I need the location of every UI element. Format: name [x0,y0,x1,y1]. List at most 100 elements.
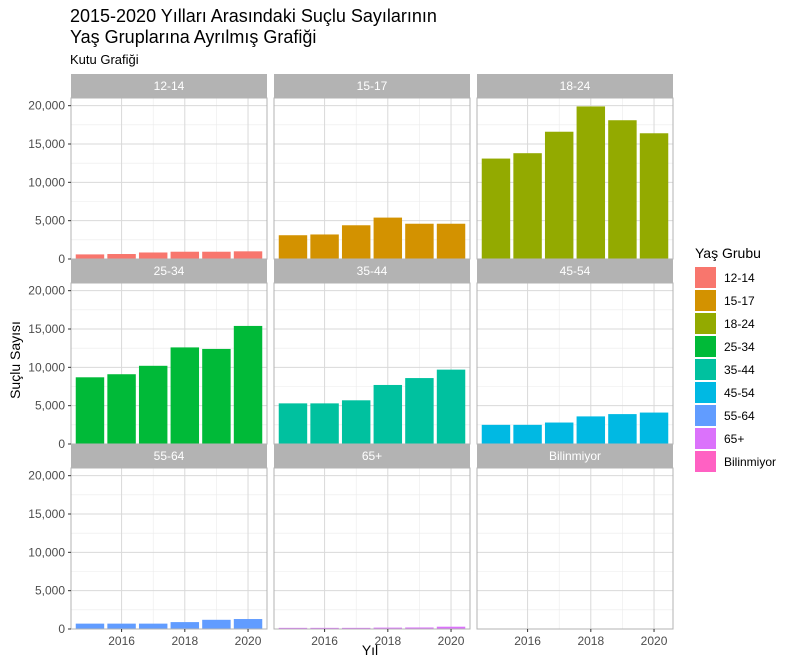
bar-25-34-2018 [170,347,200,444]
bar-45-54-2020 [639,412,669,444]
bar-12-14-2019 [202,251,231,259]
bar-55-64-2015 [75,623,105,629]
bar-15-17-2015 [278,235,308,259]
y-tick-label: 0 [58,437,65,451]
bars-12-14 [75,251,263,259]
facet-strip-45-54 [477,259,673,283]
bars-15-17 [278,217,466,259]
bar-18-24-2018 [576,106,606,259]
facet-label-45-54: 45-54 [560,264,591,278]
facet-strip-bilinmiyor [477,444,673,468]
bar-15-17-2020 [436,223,466,259]
bars-18-24 [481,106,669,259]
y-tick-label: 15,000 [28,507,65,521]
legend-swatch-25-34 [695,336,716,357]
bar-25-34-2019 [202,348,231,444]
facet-label-35-44: 35-44 [357,264,388,278]
legend-item-18-24: 18-24 [695,313,755,334]
facet-strip-65 [274,444,470,468]
facet-label-18-24: 18-24 [560,79,591,93]
panel-background-55-64 [71,468,267,629]
bar-15-17-2016 [310,234,339,259]
x-tick-label: 2016 [311,634,338,648]
bar-65-2019 [405,627,434,629]
y-tick-label: 5,000 [35,584,65,598]
facet-label-15-17: 15-17 [357,79,388,93]
bar-55-64-2018 [170,622,200,629]
panel-border-65 [273,467,471,630]
x-tick-label: 2018 [374,634,401,648]
x-tick-label: 2016 [514,634,541,648]
facet-bilinmiyor: Bilinmiyor 2016 2018 2020 [476,444,674,648]
facet-12-14: 12-14 0 5,000 10,000 15,000 20,000 [28,74,268,266]
bar-65-2020 [436,626,466,629]
legend-swatch-55-64 [695,405,716,426]
legend-label-65: 65+ [724,432,744,446]
legend-label-45-54: 45-54 [724,386,755,400]
y-axis-12-14: 0 5,000 10,000 15,000 20,000 [28,99,71,266]
bar-15-17-2018 [373,217,403,259]
bar-55-64-2017 [138,623,168,629]
facet-45-54: 45-54 [476,259,674,445]
bar-35-44-2020 [436,369,466,444]
legend-swatch-12-14 [695,267,716,288]
bar-12-14-2020 [233,251,263,259]
y-axis-title: Suçlu Sayısı [7,321,23,399]
facet-strip-15-17 [274,74,470,98]
facet-label-65: 65+ [362,449,382,463]
facet-strip-18-24 [477,74,673,98]
legend-item-12-14: 12-14 [695,267,755,288]
y-tick-label: 0 [58,622,65,636]
x-axis-bilinmiyor: 2016 2018 2020 [514,629,668,648]
bar-12-14-2018 [170,251,200,259]
bar-65-2018 [373,627,403,629]
legend-item-65: 65+ [695,428,744,449]
legend-item-bilinmiyor: Bilinmiyor [695,451,776,472]
bar-12-14-2017 [138,252,168,259]
x-axis-title: Yıl [362,642,378,658]
facet-strip-35-44 [274,259,470,283]
facet-strip-25-34 [71,259,267,283]
y-tick-label: 5,000 [35,399,65,413]
legend-label-25-34: 25-34 [724,340,755,354]
bar-35-44-2015 [278,403,308,444]
legend-title: Yaş Grubu [695,245,761,261]
bars-35-44 [278,369,466,444]
bar-65-2017 [341,627,371,629]
bars-45-54 [481,412,669,444]
y-tick-label: 15,000 [28,137,65,151]
bar-12-14-2016 [107,254,136,259]
x-tick-label: 2018 [577,634,604,648]
bar-65-2015 [278,627,308,629]
y-tick-label: 20,000 [28,284,65,298]
panel-background-bilinmiyor [477,468,673,629]
bar-35-44-2017 [341,400,371,444]
x-axis-55-64: 2016 2018 2020 [108,629,262,648]
facet-panels: 12-14 0 5,000 10,000 15,000 20,000 15-17 18-24 2… [28,74,674,648]
facet-strip-55-64 [71,444,267,468]
bar-35-44-2016 [310,403,339,444]
bar-25-34-2015 [75,377,105,444]
x-tick-label: 2020 [641,634,668,648]
facet-label-55-64: 55-64 [154,449,185,463]
y-tick-label: 0 [58,252,65,266]
bar-18-24-2016 [513,153,542,259]
legend-item-55-64: 55-64 [695,405,755,426]
y-tick-label: 10,000 [28,175,65,189]
facet-strip-12-14 [71,74,267,98]
bar-12-14-2015 [75,254,105,259]
y-tick-label: 15,000 [28,322,65,336]
bar-45-54-2019 [608,414,637,444]
bar-15-17-2017 [341,225,371,259]
legend-swatch-18-24 [695,313,716,334]
legend: Yaş Grubu 12-14 15-17 18-24 25-34 35-44 45-54… [695,245,776,472]
bar-25-34-2020 [233,325,263,444]
facet-35-44: 35-44 [273,259,471,445]
bar-25-34-2016 [107,374,136,444]
facet-label-bilinmiyor: Bilinmiyor [549,449,601,463]
x-axis-65: 2016 2018 2020 [311,629,465,648]
facet-65: 65+ 2016 2018 2020 [273,444,471,648]
bar-15-17-2019 [405,223,434,259]
bar-35-44-2019 [405,378,434,444]
